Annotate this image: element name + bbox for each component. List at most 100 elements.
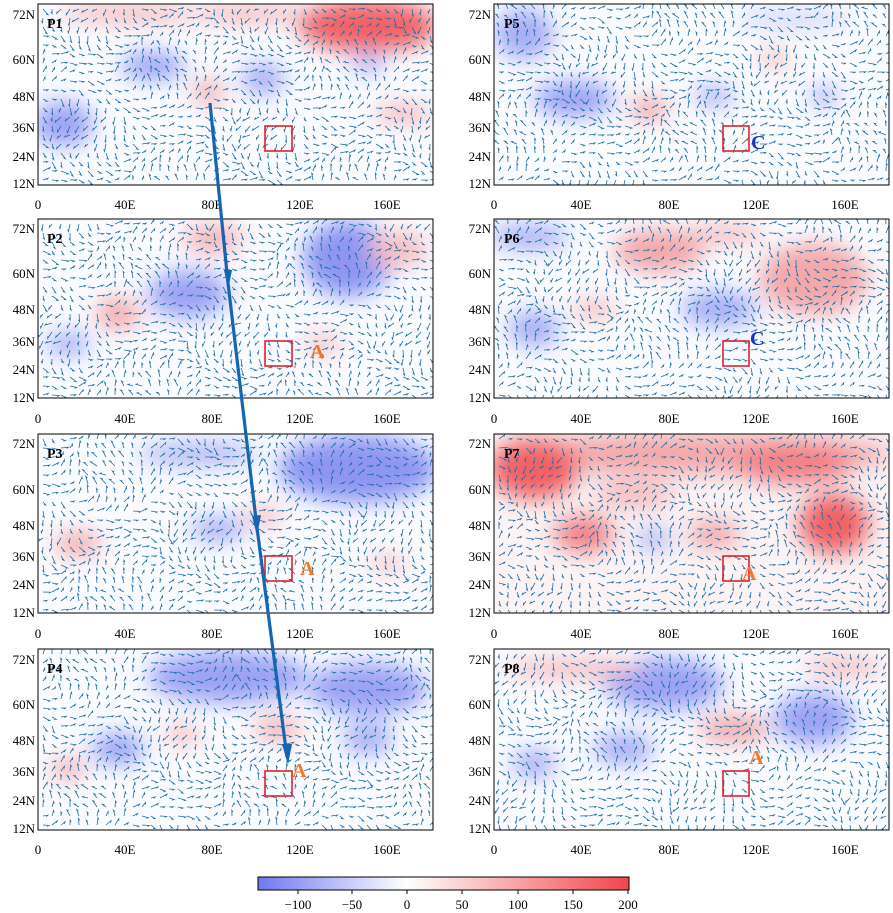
wind-vector [222, 286, 228, 295]
wind-vector [660, 117, 663, 127]
wind-vector [429, 367, 433, 373]
wind-vector [80, 17, 89, 23]
wind-vector [222, 781, 226, 790]
wind-vector [357, 141, 367, 145]
wind-vector [523, 145, 527, 154]
wind-vector [307, 389, 314, 396]
wind-vector [303, 653, 307, 664]
wind-vector [321, 761, 327, 768]
wind-vector [78, 263, 85, 270]
wind-vector [195, 31, 203, 37]
wind-vector [712, 20, 716, 28]
wind-vector [240, 606, 250, 611]
wind-vector [402, 573, 409, 581]
wind-vector [885, 308, 889, 315]
wind-vector [82, 125, 89, 132]
wind-vector [588, 133, 597, 136]
wind-vector [275, 26, 278, 35]
wind-vector [588, 313, 592, 320]
wind-vector [267, 451, 271, 458]
wind-vector [679, 131, 689, 136]
wind-vector [496, 22, 500, 28]
wind-vector [348, 116, 358, 120]
wind-vector [141, 594, 144, 602]
wind-vector [78, 376, 88, 381]
wind-vector [885, 101, 888, 109]
wind-vector [312, 225, 317, 234]
wind-vector [705, 90, 710, 100]
wind-vector [613, 89, 617, 97]
wind-vector [312, 435, 318, 440]
wind-vector [498, 89, 507, 93]
wind-vector [213, 802, 222, 808]
wind-vector [294, 715, 302, 719]
wind-vector [829, 306, 833, 315]
wind-vector [321, 134, 329, 138]
wind-vector [795, 116, 802, 120]
wind-vector [292, 389, 296, 396]
wind-vector [204, 17, 215, 20]
wind-vector [399, 304, 404, 314]
wind-vector [840, 166, 846, 172]
wind-vector [367, 609, 373, 612]
wind-vector [168, 226, 175, 234]
wind-vector [858, 277, 867, 281]
wind-vector [534, 250, 545, 254]
wind-vector [192, 519, 197, 525]
wind-vector [168, 585, 173, 593]
wind-vector [503, 325, 509, 333]
wind-vector [520, 5, 527, 10]
wind-vector [615, 161, 621, 165]
wind-vector [786, 161, 793, 166]
wind-vector [651, 117, 655, 127]
wind-vector [78, 528, 83, 534]
wind-vector [393, 582, 400, 587]
wind-vector [758, 62, 761, 73]
wind-vector [636, 316, 644, 324]
wind-vector [661, 286, 670, 289]
wind-vector [267, 565, 270, 575]
wind-vector [303, 8, 308, 16]
wind-vector [249, 564, 256, 567]
wind-vector [240, 716, 249, 721]
wind-vector [249, 62, 257, 65]
wind-vector [285, 723, 294, 727]
wind-vector [213, 394, 222, 397]
wind-vector [105, 245, 111, 252]
wind-vector [121, 468, 125, 476]
wind-vector [428, 528, 431, 538]
wind-vector [784, 277, 788, 284]
panel-label: P1 [47, 17, 63, 32]
wind-vector [249, 734, 256, 739]
wind-vector [777, 232, 784, 237]
wind-vector [276, 241, 285, 245]
wind-vector [427, 8, 431, 15]
wind-vector [822, 305, 826, 315]
wind-vector [51, 609, 59, 613]
wind-vector [795, 15, 801, 19]
wind-vector [240, 649, 244, 655]
wind-vector [660, 275, 668, 279]
wind-vector [391, 510, 395, 519]
wind-vector [119, 479, 125, 485]
wind-vector [411, 705, 418, 709]
wind-vector [685, 219, 689, 225]
wind-vector [402, 501, 410, 509]
wind-vector [213, 609, 224, 612]
wind-vector [96, 223, 100, 231]
wind-vector [42, 599, 49, 603]
wind-vector [374, 501, 378, 508]
wind-vector [678, 268, 689, 273]
wind-vector [60, 741, 69, 745]
wind-vector [357, 797, 366, 802]
wind-vector [183, 163, 188, 172]
wind-vector [244, 331, 251, 338]
wind-vector [633, 137, 640, 145]
wind-vector [186, 564, 192, 570]
wind-vector [696, 84, 702, 91]
wind-vector [831, 285, 841, 288]
wind-vector [186, 17, 197, 20]
wind-vector [624, 13, 632, 19]
wind-vector [60, 586, 64, 593]
wind-vector [651, 249, 658, 252]
